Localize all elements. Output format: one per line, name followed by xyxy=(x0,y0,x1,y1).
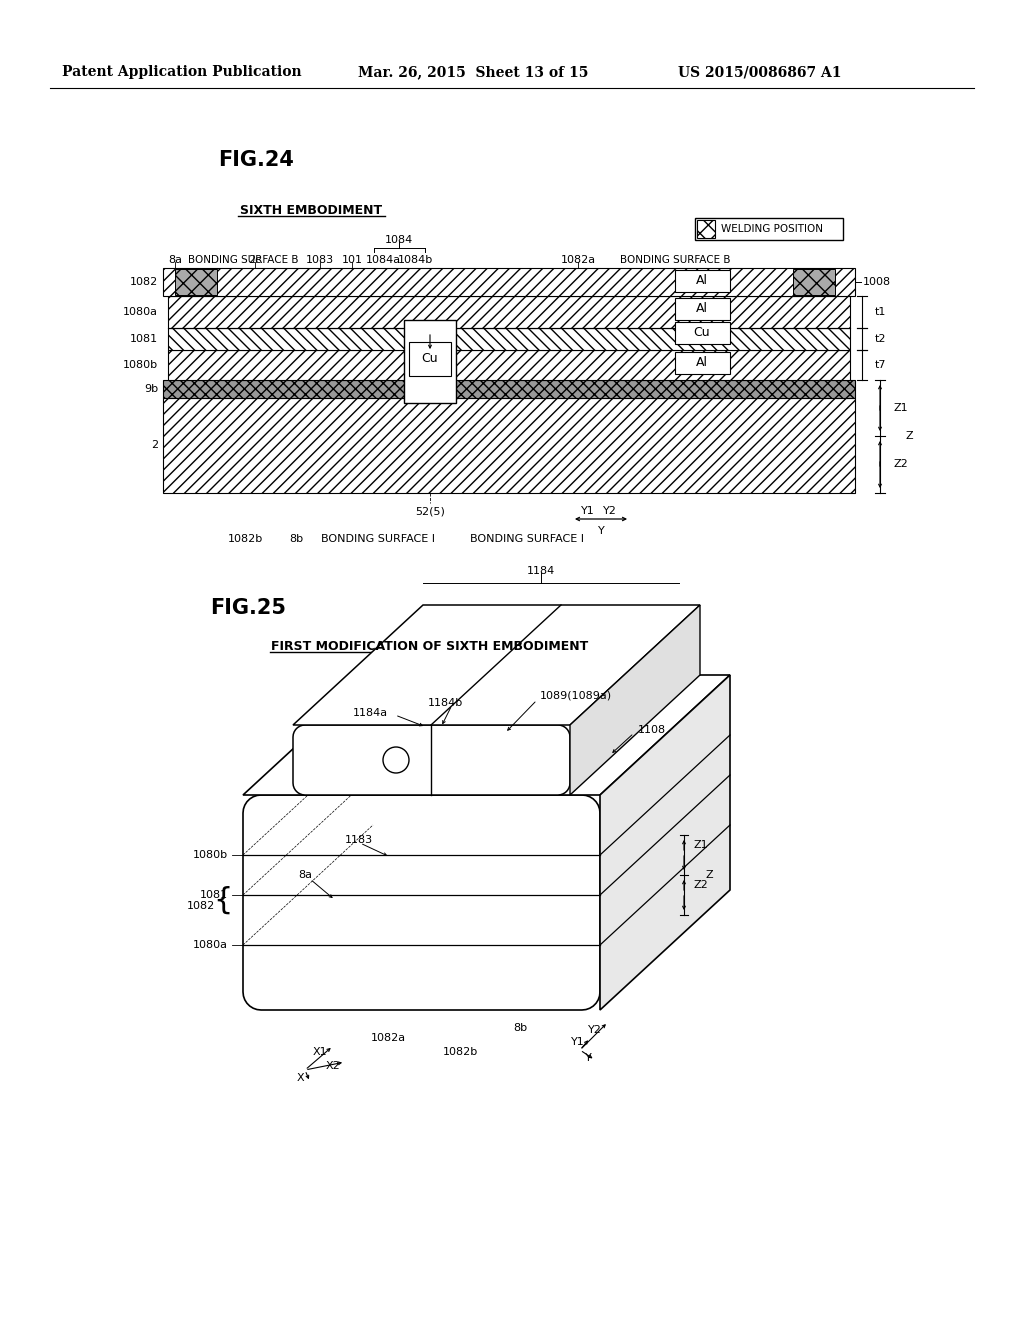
Bar xyxy=(163,380,855,399)
Text: BONDING SURFACE B: BONDING SURFACE B xyxy=(188,255,299,265)
Text: 8a: 8a xyxy=(298,870,312,880)
Text: 1080b: 1080b xyxy=(193,850,228,861)
Bar xyxy=(168,350,850,380)
Polygon shape xyxy=(293,605,700,725)
Text: Y2: Y2 xyxy=(603,506,616,516)
Text: FIG.24: FIG.24 xyxy=(218,150,294,170)
Text: Al: Al xyxy=(696,302,708,315)
Text: Z: Z xyxy=(706,870,714,880)
Text: 1082: 1082 xyxy=(130,277,158,286)
Text: 8b: 8b xyxy=(289,535,303,544)
Bar xyxy=(163,268,855,296)
Text: Z2: Z2 xyxy=(694,880,709,890)
Text: WELDING POSITION: WELDING POSITION xyxy=(721,224,823,234)
Text: SIXTH EMBODIMENT: SIXTH EMBODIMENT xyxy=(240,203,382,216)
Text: 1084b: 1084b xyxy=(397,255,432,265)
Text: Al: Al xyxy=(696,275,708,288)
Text: 1183: 1183 xyxy=(345,836,373,845)
Bar xyxy=(409,342,451,376)
Text: 1184a: 1184a xyxy=(353,708,388,718)
Bar xyxy=(168,296,850,327)
Text: Mar. 26, 2015  Sheet 13 of 15: Mar. 26, 2015 Sheet 13 of 15 xyxy=(358,65,589,79)
Text: {: { xyxy=(214,886,233,915)
Text: Y1: Y1 xyxy=(571,1038,585,1047)
Bar xyxy=(404,319,456,403)
Text: 9b: 9b xyxy=(144,384,158,393)
Text: 2c: 2c xyxy=(249,255,261,265)
Text: t7: t7 xyxy=(874,360,887,370)
Text: 1008: 1008 xyxy=(863,277,891,286)
Text: 1081: 1081 xyxy=(130,334,158,345)
Text: 1082b: 1082b xyxy=(442,1047,477,1057)
Text: 8b: 8b xyxy=(513,1023,527,1034)
Bar xyxy=(697,220,715,238)
Text: X2: X2 xyxy=(326,1061,340,1071)
Polygon shape xyxy=(243,675,730,795)
Text: US 2015/0086867 A1: US 2015/0086867 A1 xyxy=(678,65,842,79)
Text: 1082: 1082 xyxy=(186,902,215,911)
Text: Z2: Z2 xyxy=(893,459,907,469)
Text: 1081: 1081 xyxy=(200,890,228,900)
Text: 1080a: 1080a xyxy=(123,308,158,317)
Bar xyxy=(175,269,217,294)
Text: X: X xyxy=(296,1073,304,1082)
Text: 1184: 1184 xyxy=(527,566,555,576)
Text: 1082a: 1082a xyxy=(371,1034,406,1043)
Text: t1: t1 xyxy=(874,308,887,317)
Text: BONDING SURFACE I: BONDING SURFACE I xyxy=(470,535,584,544)
Polygon shape xyxy=(600,675,730,1010)
Polygon shape xyxy=(570,605,700,795)
Text: 2: 2 xyxy=(151,440,158,450)
Text: Cu: Cu xyxy=(693,326,711,339)
Text: Y2: Y2 xyxy=(588,1026,602,1035)
Text: 1082b: 1082b xyxy=(227,535,262,544)
Text: Al: Al xyxy=(696,356,708,370)
Circle shape xyxy=(383,747,409,774)
Text: 1080a: 1080a xyxy=(193,940,228,950)
Text: 1083: 1083 xyxy=(306,255,334,265)
Text: 52(5): 52(5) xyxy=(415,506,445,516)
Bar xyxy=(168,327,850,350)
Text: BONDING SURFACE B: BONDING SURFACE B xyxy=(620,255,730,265)
Text: 1108: 1108 xyxy=(638,725,667,735)
Text: BONDING SURFACE I: BONDING SURFACE I xyxy=(321,535,435,544)
Text: 8a: 8a xyxy=(168,255,182,265)
Text: 1184b: 1184b xyxy=(427,698,463,708)
Bar xyxy=(675,271,730,292)
Text: Z: Z xyxy=(905,432,912,441)
Text: Z1: Z1 xyxy=(694,840,709,850)
Text: Z1: Z1 xyxy=(893,403,907,413)
Text: X1: X1 xyxy=(312,1047,328,1057)
Bar xyxy=(675,322,730,345)
Bar xyxy=(675,352,730,374)
Text: Patent Application Publication: Patent Application Publication xyxy=(62,65,302,79)
Text: Y1: Y1 xyxy=(582,506,595,516)
Text: t2: t2 xyxy=(874,334,887,345)
Text: 1084: 1084 xyxy=(385,235,413,246)
Bar xyxy=(793,269,835,294)
Text: 1089(1089a): 1089(1089a) xyxy=(540,690,612,700)
Text: Y: Y xyxy=(585,1053,592,1063)
Bar xyxy=(695,218,843,240)
Text: FIG.25: FIG.25 xyxy=(210,598,286,618)
Text: Cu: Cu xyxy=(422,352,438,366)
Polygon shape xyxy=(293,725,570,795)
Bar xyxy=(163,399,855,492)
Text: 1084a: 1084a xyxy=(366,255,400,265)
Text: Y: Y xyxy=(598,525,604,536)
Text: 1082a: 1082a xyxy=(560,255,596,265)
Text: 101: 101 xyxy=(341,255,362,265)
Text: 1080b: 1080b xyxy=(123,360,158,370)
Polygon shape xyxy=(243,795,600,1010)
Bar xyxy=(675,298,730,319)
Text: FIRST MODIFICATION OF SIXTH EMBODIMENT: FIRST MODIFICATION OF SIXTH EMBODIMENT xyxy=(271,639,589,652)
